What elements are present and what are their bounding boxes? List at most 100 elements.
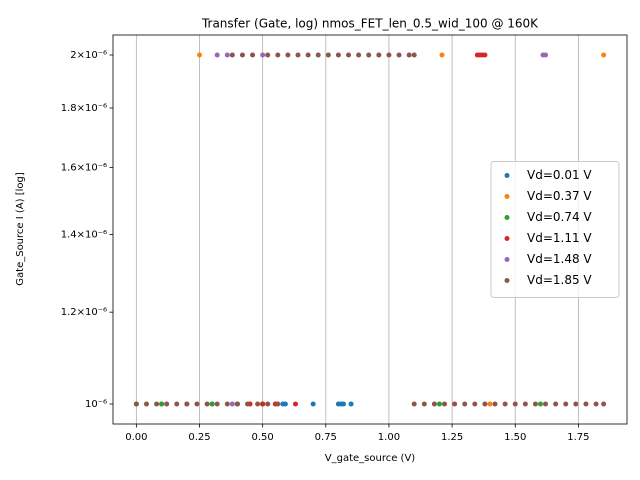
point — [194, 401, 200, 407]
point — [462, 401, 468, 407]
point — [436, 401, 442, 407]
point — [411, 52, 417, 58]
legend-marker — [504, 215, 510, 220]
legend-box — [490, 161, 620, 298]
y-tick-label: 10⁻⁶ — [85, 399, 107, 410]
point — [255, 401, 261, 407]
point — [502, 401, 508, 407]
point — [482, 401, 488, 407]
x-tick-label: 1.00 — [378, 432, 400, 443]
point — [250, 52, 256, 58]
x-tick-label: 0.50 — [252, 432, 274, 443]
point — [315, 52, 321, 58]
point — [543, 52, 549, 58]
point — [348, 401, 354, 407]
legend-label: Vd=0.74 V — [527, 210, 592, 224]
point — [346, 52, 352, 58]
point — [214, 401, 220, 407]
point — [295, 52, 301, 58]
point — [265, 52, 271, 58]
point — [532, 401, 538, 407]
point — [340, 401, 346, 407]
point — [492, 401, 498, 407]
legend-marker — [504, 257, 510, 262]
legend-marker — [504, 194, 510, 199]
legend-label: Vd=1.11 V — [527, 231, 592, 245]
point — [356, 52, 362, 58]
point — [335, 52, 341, 58]
point — [376, 52, 382, 58]
point — [553, 401, 559, 407]
point — [275, 401, 281, 407]
point — [431, 401, 437, 407]
y-tick-label: 2×10⁻⁶ — [70, 50, 107, 61]
point — [305, 52, 311, 58]
point — [184, 401, 190, 407]
point — [214, 52, 220, 58]
point — [411, 401, 417, 407]
y-tick-label: 1.8×10⁻⁶ — [61, 103, 107, 114]
x-tick-label: 1.25 — [441, 432, 463, 443]
point — [396, 52, 402, 58]
point — [482, 52, 488, 58]
point — [133, 401, 139, 407]
point — [154, 401, 160, 407]
legend-marker — [504, 278, 510, 283]
point — [265, 401, 271, 407]
x-tick-label: 0.25 — [188, 432, 210, 443]
point — [197, 52, 203, 58]
point — [310, 401, 316, 407]
point — [452, 401, 458, 407]
legend-label: Vd=0.37 V — [527, 189, 592, 203]
y-tick-label: 1.4×10⁻⁶ — [61, 230, 107, 241]
plot-frame — [112, 34, 628, 425]
x-axis-label: V_gate_source (V) — [325, 453, 416, 464]
point — [601, 52, 607, 58]
point — [224, 401, 230, 407]
point — [522, 401, 528, 407]
point — [601, 401, 607, 407]
legend-label: Vd=0.01 V — [527, 168, 592, 182]
point — [282, 401, 288, 407]
y-tick-label: 1.6×10⁻⁶ — [61, 162, 107, 173]
point — [244, 401, 250, 407]
point — [209, 401, 215, 407]
legend-marker — [504, 236, 510, 241]
x-tick-label: 0.75 — [315, 432, 337, 443]
point — [563, 401, 569, 407]
point — [260, 52, 266, 58]
point — [204, 401, 210, 407]
point — [174, 401, 180, 407]
chart-title: Transfer (Gate, log) nmos_FET_len_0.5_wi… — [201, 17, 539, 31]
point — [285, 52, 291, 58]
point — [234, 401, 240, 407]
point — [421, 401, 427, 407]
point — [573, 401, 579, 407]
point — [487, 401, 493, 407]
x-tick-label: 0.00 — [125, 432, 147, 443]
point — [366, 52, 372, 58]
point — [406, 52, 412, 58]
y-axis-label: Gate_Source I (A) [log] — [15, 172, 26, 286]
x-tick-label: 1.50 — [504, 432, 526, 443]
point — [537, 401, 543, 407]
point — [275, 52, 281, 58]
point — [386, 52, 392, 58]
point — [224, 52, 230, 58]
point — [543, 401, 549, 407]
point — [229, 52, 235, 58]
point — [143, 401, 149, 407]
point — [239, 52, 245, 58]
point — [442, 401, 448, 407]
point — [164, 401, 170, 407]
y-tick-label: 1.2×10⁻⁶ — [61, 307, 107, 318]
point — [325, 52, 331, 58]
point — [159, 401, 165, 407]
x-tick-label: 1.75 — [567, 432, 589, 443]
point — [439, 52, 445, 58]
legend-label: Vd=1.48 V — [527, 252, 592, 266]
legend-label: Vd=1.85 V — [527, 273, 592, 287]
point — [260, 401, 266, 407]
point — [472, 401, 478, 407]
